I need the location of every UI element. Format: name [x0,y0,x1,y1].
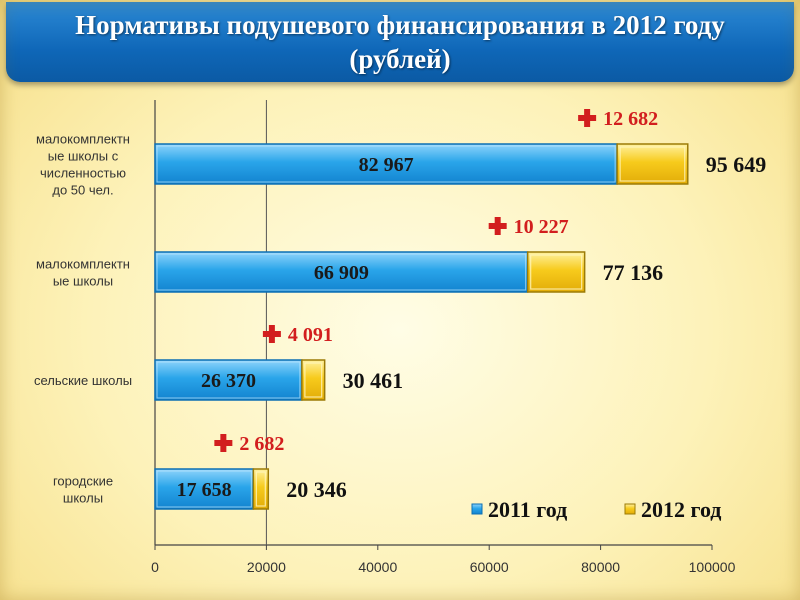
bar-2012-highlight [304,362,323,398]
bar-value-label: 82 967 [359,154,414,176]
category-label: городские [53,474,113,489]
bar-2012 [616,143,689,185]
x-tick-label: 20000 [247,559,286,575]
plus-icon-v [494,217,501,235]
category-label: малокомплектн [36,257,130,272]
plus-icon-v [220,434,227,452]
bar-2011-highlight [156,253,527,291]
bar-2012 [252,468,270,510]
increment-label: 4 091 [288,324,333,346]
plus-icon [262,325,281,343]
legend-swatch [471,503,483,515]
title-banner: Нормативы подушевого финансирования в 20… [6,2,794,82]
bar-value-label: 26 370 [201,370,256,392]
category-label: ые школы с [48,149,119,164]
bar-2011 [154,251,529,293]
category-label: школы [63,491,103,506]
plus-icon-v [584,109,591,127]
increment-label: 10 227 [514,216,569,238]
category-label: численностью [40,166,126,181]
plus-icon [214,434,233,452]
plus-icon-v [268,325,275,343]
x-tick-label: 80000 [581,559,620,575]
x-tick-label: 40000 [358,559,397,575]
bar-2012-highlight [619,146,686,182]
bar-2011 [154,359,303,401]
category-label: ые школы [53,274,113,289]
bar-2012 [526,251,586,293]
bar-2011 [154,468,255,510]
plus-icon [578,109,597,127]
bar-value-label: 66 909 [314,262,369,284]
bar-2012 [301,359,326,401]
x-tick-label: 100000 [689,559,736,575]
bar-2011-highlight [156,145,616,183]
legend-label: 2012 год [641,497,721,522]
bar-2012-highlight [530,254,583,290]
legend-label: 2011 год [488,497,567,522]
increment-label: 12 682 [603,108,658,130]
chart-title-line1: Нормативы подушевого финансирования в 20… [75,10,725,40]
category-label: сельские школы [34,373,132,388]
x-tick-label: 60000 [470,559,509,575]
category-label: до 50 чел. [52,183,113,198]
category-label: малокомплектн [36,132,130,147]
total-label: 20 346 [286,477,347,502]
chart-title-line2: (рублей) [349,44,451,74]
plus-icon [488,217,507,235]
x-tick-label: 0 [151,559,159,575]
bar-2012-highlight [255,471,266,507]
bar-2011-highlight [156,361,301,399]
total-label: 30 461 [343,368,404,393]
legend-swatch [624,503,636,515]
total-label: 77 136 [603,260,664,285]
bar-2011-highlight [156,470,252,508]
increment-label: 2 682 [239,433,284,455]
total-label: 95 649 [706,152,767,177]
bar-value-label: 17 658 [177,479,232,501]
